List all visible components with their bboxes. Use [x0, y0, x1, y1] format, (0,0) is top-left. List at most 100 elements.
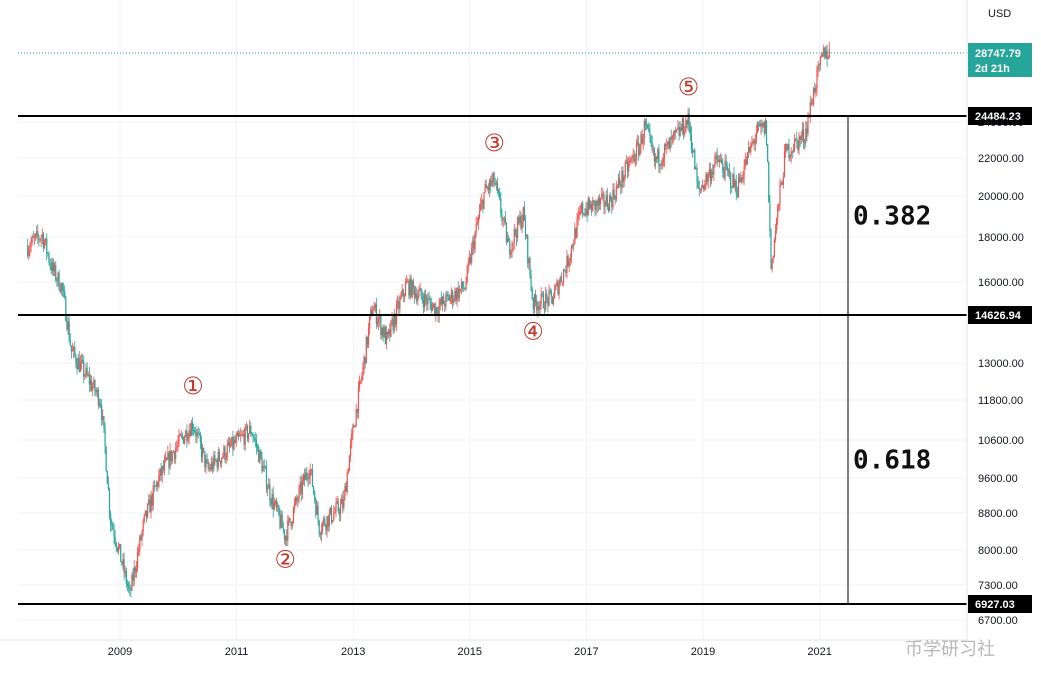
- candle: [755, 124, 758, 145]
- candle: [635, 138, 638, 166]
- candle: [594, 200, 596, 217]
- candle: [450, 287, 453, 305]
- candle: [819, 55, 821, 71]
- candle: [416, 287, 418, 305]
- candle: [68, 314, 70, 343]
- candle: [119, 543, 121, 550]
- candle: [281, 510, 283, 529]
- y-tick-label: 8800.00: [978, 508, 1018, 520]
- candle: [489, 178, 491, 198]
- candle: [584, 207, 586, 217]
- candle: [733, 166, 735, 189]
- candle: [521, 214, 523, 234]
- candle: [639, 143, 641, 157]
- candle: [552, 292, 555, 307]
- candle: [159, 468, 161, 482]
- candle: [474, 230, 476, 253]
- candle: [564, 268, 566, 272]
- candle: [162, 460, 164, 473]
- candle: [69, 332, 71, 347]
- candle: [188, 423, 190, 445]
- candle: [189, 423, 191, 438]
- candle: [180, 430, 182, 439]
- candle: [154, 484, 157, 487]
- candle: [492, 172, 494, 188]
- candle: [645, 118, 648, 130]
- candle: [329, 507, 332, 516]
- candle: [400, 291, 402, 300]
- y-tick-label: 9600.00: [978, 473, 1018, 485]
- candle: [197, 426, 199, 439]
- candle: [607, 203, 610, 213]
- price-axis[interactable]: USD 6700.00 7300.00 8000.00 8800.00 9600.00 1…: [966, 0, 1024, 640]
- candle: [510, 249, 512, 258]
- candle: [805, 120, 807, 148]
- candle: [48, 251, 50, 266]
- y-tick-label: 22000.00: [978, 153, 1024, 165]
- candle: [691, 142, 694, 158]
- candle: [38, 234, 40, 247]
- candle: [446, 290, 448, 302]
- candle: [441, 295, 444, 312]
- candle: [575, 227, 577, 240]
- candle: [117, 542, 120, 555]
- candle: [80, 353, 83, 371]
- candle: [556, 278, 558, 287]
- candle: [681, 116, 684, 136]
- candle: [376, 316, 379, 327]
- candle: [686, 119, 688, 129]
- candle: [493, 171, 495, 188]
- candle: [638, 135, 640, 161]
- candle: [247, 432, 250, 443]
- candle: [698, 180, 700, 197]
- candle: [816, 65, 818, 96]
- candle: [149, 494, 151, 513]
- candle: [723, 166, 725, 180]
- candle: [574, 222, 576, 245]
- candle: [728, 163, 731, 179]
- candle: [196, 428, 198, 444]
- level-line[interactable]: 24484.23: [18, 107, 1032, 125]
- candle: [67, 317, 69, 335]
- candle: [798, 132, 800, 155]
- candle: [541, 291, 543, 298]
- candle: [363, 354, 365, 375]
- candle: [157, 480, 159, 492]
- candle: [280, 510, 282, 529]
- candle: [615, 180, 617, 203]
- y-tick-label: 24000.00: [978, 117, 1024, 129]
- candle: [288, 515, 290, 526]
- candle: [121, 561, 123, 567]
- candle: [463, 281, 465, 292]
- candle: [261, 451, 263, 474]
- candle: [382, 324, 384, 342]
- candle: [494, 177, 496, 186]
- candle: [379, 308, 381, 327]
- candle: [358, 375, 361, 392]
- candle: [444, 300, 446, 313]
- candle: [300, 474, 302, 502]
- candle: [177, 435, 179, 453]
- candle: [554, 284, 556, 299]
- candle: [793, 133, 796, 153]
- time-axis[interactable]: 2009 2011 2013 2015 2017 2019 2021: [0, 639, 967, 658]
- candle: [696, 163, 698, 189]
- level-line[interactable]: 14626.94: [18, 306, 1032, 324]
- candle: [356, 408, 358, 419]
- watermark: 币学研习社: [905, 639, 995, 659]
- candle: [653, 147, 656, 168]
- candle: [232, 430, 234, 457]
- candle: [123, 552, 125, 581]
- candle: [565, 264, 567, 277]
- candle: [233, 435, 235, 452]
- level-line[interactable]: 6927.03: [18, 595, 1032, 613]
- candle: [42, 231, 44, 252]
- candle: [279, 508, 281, 531]
- horizontal-levels[interactable]: 24484.23 14626.94 6927.03 28747.79 2d 21h: [18, 43, 1032, 613]
- candle: [274, 499, 277, 506]
- candle: [318, 519, 320, 538]
- candle: [596, 199, 598, 214]
- candle: [393, 309, 395, 333]
